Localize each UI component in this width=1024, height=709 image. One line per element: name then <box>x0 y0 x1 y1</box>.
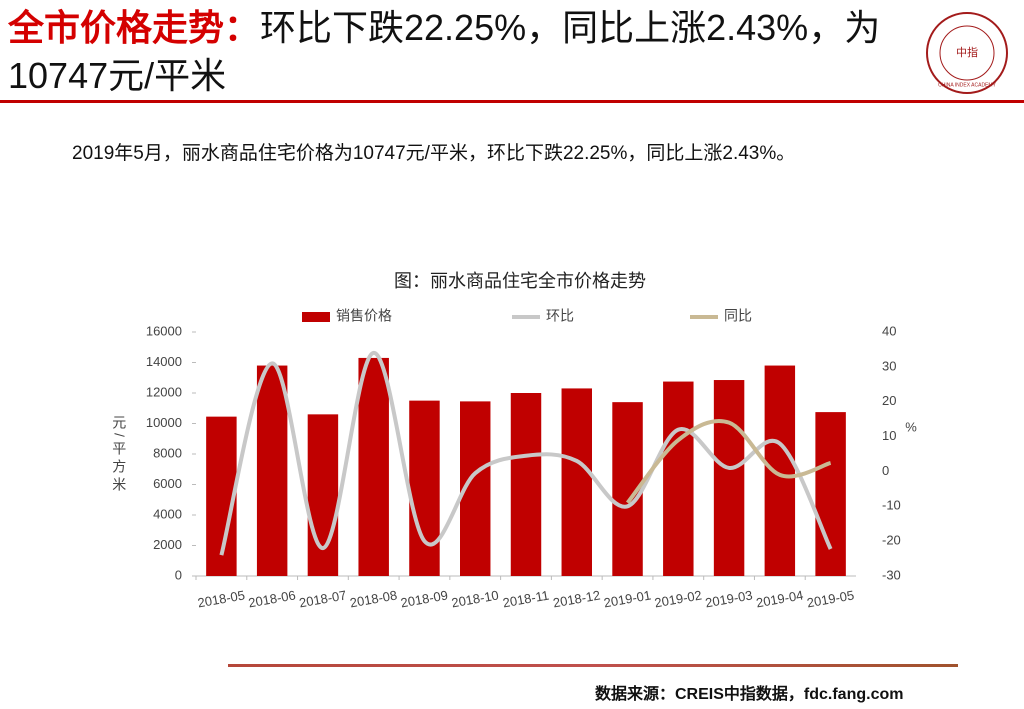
legend-swatch <box>302 312 330 322</box>
x-tick-label: 2019-01 <box>603 587 653 610</box>
x-tick-label: 2018-10 <box>450 587 500 610</box>
y2-tick-label: 30 <box>882 358 896 373</box>
title: 全市价格走势：环比下跌22.25%，同比上涨2.43%，为10747元/平米 <box>8 4 888 100</box>
y-axis-label: 元/平方米 <box>111 415 127 495</box>
bar <box>307 414 339 576</box>
y2-axis-label: % <box>905 419 917 434</box>
legend-label: 同比 <box>724 308 752 324</box>
summary: 2019年5月，丽水商品住宅价格为10747元/平米，环比下跌22.25%，同比… <box>72 143 796 164</box>
x-tick-label: 2018-08 <box>349 587 399 610</box>
y2-tick-label: 20 <box>882 393 896 408</box>
y2-tick-label: 10 <box>882 428 896 443</box>
x-tick-label: 2018-06 <box>247 587 297 610</box>
y-tick-label: 12000 <box>146 384 182 399</box>
y-tick-label: 16000 <box>146 323 182 338</box>
y2-tick-label: -20 <box>882 533 901 548</box>
y-tick-label: 14000 <box>146 354 182 369</box>
legend-label: 销售价格 <box>336 308 392 324</box>
bar <box>815 412 846 576</box>
bar <box>764 365 796 576</box>
bar <box>510 393 542 576</box>
y2-tick-label: 0 <box>882 463 889 478</box>
title-rest: 环比下跌22.25%，同比上涨2.43%，为10747元/平米 <box>8 7 881 96</box>
line <box>625 419 832 505</box>
logo-caption: CHINA INDEX ACADEMY <box>938 82 996 88</box>
y-tick-label: 6000 <box>153 476 182 491</box>
y2-tick-label: -10 <box>882 498 901 513</box>
legend-label: 环比 <box>546 308 574 324</box>
y-tick-label: 2000 <box>153 537 182 552</box>
y-tick-label: 8000 <box>153 445 182 460</box>
x-tick-label: 2018-05 <box>196 587 246 610</box>
title-rule <box>0 100 1024 103</box>
source: 数据来源：CREIS中指数据，fdc.fang.com <box>595 686 904 703</box>
x-tick-label: 2019-05 <box>806 587 856 610</box>
x-tick-label: 2018-09 <box>399 587 449 610</box>
title-highlight: 全市价格走势： <box>8 7 261 48</box>
logo-text: 中指 <box>956 45 978 59</box>
chart-title: 图：丽水商品住宅全市价格走势 <box>394 271 646 291</box>
y2-tick-label: 40 <box>882 323 896 338</box>
bar <box>663 381 694 576</box>
x-tick-label: 2019-02 <box>653 587 703 610</box>
x-tick-label: 2019-04 <box>755 587 805 610</box>
y-tick-label: 4000 <box>153 506 182 521</box>
y-tick-label: 10000 <box>146 415 182 430</box>
y-tick-label: 0 <box>175 567 182 582</box>
logo-inner <box>939 25 995 81</box>
bar <box>713 380 745 576</box>
bar <box>256 365 288 576</box>
bar <box>358 357 389 576</box>
bar <box>561 388 592 576</box>
x-tick-label: 2018-07 <box>298 587 348 610</box>
x-tick-label: 2018-11 <box>501 588 550 611</box>
x-tick-label: 2018-12 <box>552 587 602 610</box>
y2-tick-label: -30 <box>882 567 901 582</box>
bar <box>409 400 440 576</box>
logo: 中指 CHINA INDEX ACADEMY <box>926 12 1008 94</box>
line <box>219 350 833 556</box>
logo-ring <box>926 12 1008 94</box>
x-tick-label: 2019-03 <box>704 587 754 610</box>
source-rule <box>228 664 958 667</box>
